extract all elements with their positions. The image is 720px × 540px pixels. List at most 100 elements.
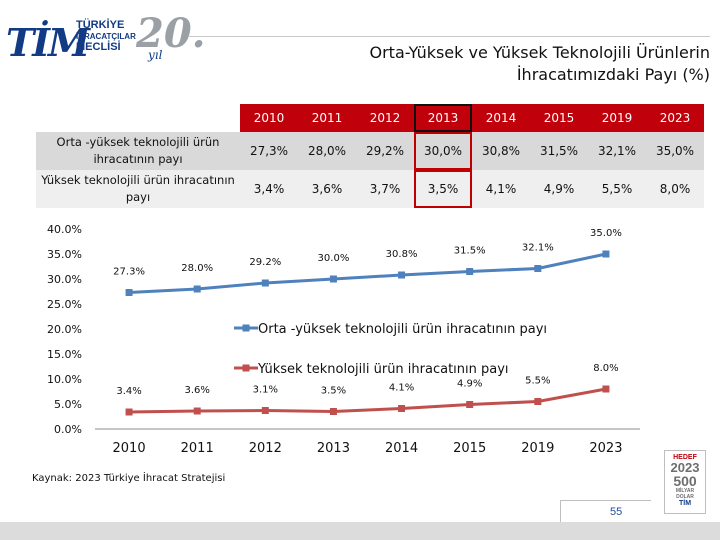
table-header-row: 2010 2011 2012 2013 2014 2015 2019 2023 [36, 104, 704, 132]
table-row: Yüksek teknolojili ürün ihracatının payı… [36, 170, 704, 208]
x-tick-label: 2023 [589, 441, 622, 456]
legend-marker [242, 364, 250, 372]
legend-label: Yüksek teknolojili ürün ihracatının payı [257, 362, 509, 377]
data-label: 32.1% [522, 243, 554, 254]
logo-line-2: İHRACATÇILAR [76, 32, 136, 41]
footer-bar [0, 522, 720, 540]
data-point-marker [466, 401, 474, 408]
table-cell-highlighted: 3,5% [414, 170, 472, 208]
table-year-header-highlighted: 2013 [414, 104, 472, 132]
data-point-marker [602, 385, 610, 393]
badge-label: HEDEF [673, 454, 697, 461]
page-number-box [560, 500, 651, 523]
table-cell: 4,9% [530, 170, 588, 208]
data-point-marker [398, 405, 406, 412]
table-cell: 35,0% [646, 132, 704, 170]
table-year-header: 2012 [356, 104, 414, 132]
logo-line-3: MECLİSİ [76, 41, 121, 53]
data-point-marker [534, 398, 542, 405]
data-point-marker [261, 407, 269, 414]
data-point-marker [329, 408, 337, 415]
page-title: Orta-Yüksek ve Yüksek Teknolojili Ürünle… [290, 42, 711, 86]
legend-marker [242, 324, 250, 332]
badge-year: 2023 [670, 460, 700, 475]
table-cell: 29,2% [356, 132, 414, 170]
table-cell: 30,8% [472, 132, 530, 170]
badge-brand: TİM [678, 500, 692, 507]
y-tick-label: 0.0% [54, 423, 82, 436]
table-cell: 3,6% [298, 170, 356, 208]
table-cell: 27,3% [240, 132, 298, 170]
data-label: 3.1% [253, 385, 278, 396]
table-cell: 4,1% [472, 170, 530, 208]
y-tick-label: 15.0% [47, 348, 82, 361]
table-year-header: 2010 [240, 104, 298, 132]
x-tick-label: 2012 [249, 441, 282, 456]
table-cell: 3,4% [240, 170, 298, 208]
x-tick-label: 2011 [181, 441, 214, 456]
y-tick-label: 35.0% [47, 248, 82, 261]
data-table: 2010 2011 2012 2013 2014 2015 2019 2023 … [36, 104, 704, 208]
data-label: 4.1% [389, 383, 414, 394]
series-line-2 [129, 387, 607, 414]
x-tick-label: 2019 [521, 441, 554, 456]
data-label: 35.0% [590, 228, 622, 239]
table-row-label: Orta -yüksek teknolojili ürün ihracatını… [36, 132, 240, 170]
tim-logo: TİM TÜRKİYE İHRACATÇILAR MECLİSİ 20. yıl [6, 8, 206, 65]
data-label: 28.0% [181, 263, 213, 274]
y-tick-label: 20.0% [47, 323, 82, 336]
table-year-header: 2014 [472, 104, 530, 132]
badge-amount: 500 [673, 473, 697, 489]
badge-unit-line-1: MİLYAR [675, 488, 695, 494]
table-cell: 31,5% [530, 132, 588, 170]
data-label: 8.0% [593, 363, 618, 374]
series-line-1 [128, 252, 607, 294]
table-year-header: 2015 [530, 104, 588, 132]
table-corner-cell [36, 104, 240, 132]
data-label: 30.0% [318, 253, 350, 264]
data-point-marker [398, 271, 406, 279]
data-label: 4.9% [457, 379, 482, 390]
logo-org-name: TÜRKİYE İHRACATÇILAR MECLİSİ [76, 20, 136, 53]
table-cell: 5,5% [588, 170, 646, 208]
data-point-marker [261, 279, 269, 287]
table-cell-highlighted: 30,0% [414, 132, 472, 170]
badge-unit-line-2: DOLAR [676, 494, 694, 500]
table-row-label: Yüksek teknolojili ürün ihracatının payı [36, 170, 240, 208]
y-tick-label: 40.0% [47, 223, 82, 236]
table-year-header: 2019 [588, 104, 646, 132]
data-label: 31.5% [454, 246, 486, 257]
table-year-header: 2023 [646, 104, 704, 132]
y-tick-label: 10.0% [47, 373, 82, 386]
source-note: Kaynak: 2023 Türkiye İhracat Stratejisi [32, 473, 226, 484]
x-tick-label: 2015 [453, 441, 486, 456]
data-label: 29.2% [249, 257, 281, 268]
y-tick-label: 25.0% [47, 298, 82, 311]
legend-label: Orta -yüksek teknolojili ürün ihracatını… [258, 322, 547, 337]
table-cell: 32,1% [588, 132, 646, 170]
table-cell: 28,0% [298, 132, 356, 170]
x-tick-label: 2014 [385, 441, 418, 456]
y-tick-label: 30.0% [47, 273, 82, 286]
data-label: 30.8% [386, 249, 418, 260]
x-tick-label: 2013 [317, 441, 350, 456]
logo-anniversary: 20. [136, 10, 206, 57]
header-divider [188, 36, 710, 37]
data-point-marker [466, 268, 474, 275]
table-cell: 3,7% [356, 170, 414, 208]
page-number: 55 [610, 506, 623, 518]
page-title-line-1: Orta-Yüksek ve Yüksek Teknolojili Ürünle… [369, 43, 711, 62]
logo-anniversary-suffix: yıl [148, 48, 163, 62]
data-point-marker [193, 285, 201, 293]
data-label: 27.3% [113, 267, 145, 278]
page-title-line-2: İhracatımızdaki Payı (%) [516, 65, 710, 84]
logo-tim-text: TİM [6, 20, 90, 65]
data-point-marker [125, 289, 133, 296]
hedef-2023-badge: HEDEF 2023 500 MİLYAR DOLAR TİM [664, 450, 706, 514]
data-point-marker [329, 275, 337, 283]
logo-line-1: TÜRKİYE [76, 19, 125, 31]
table-row: Orta -yüksek teknolojili ürün ihracatını… [36, 132, 704, 170]
data-point-marker [602, 250, 610, 258]
data-point-marker [193, 407, 201, 415]
